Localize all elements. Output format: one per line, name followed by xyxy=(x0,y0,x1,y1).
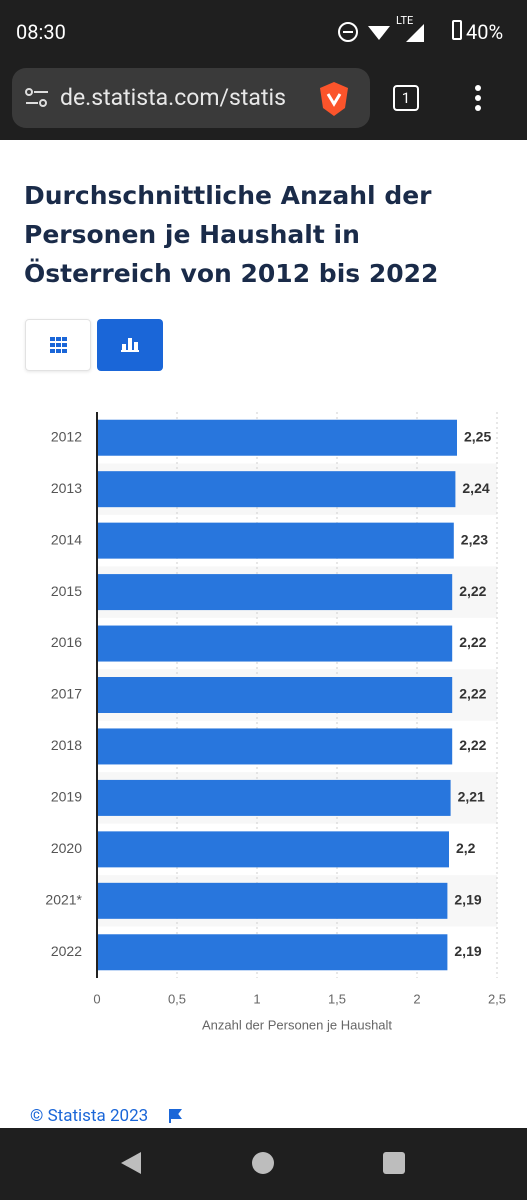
tab-count[interactable]: 1 xyxy=(393,85,419,111)
value-label: 2,22 xyxy=(459,634,486,650)
bar xyxy=(97,831,449,868)
x-tick-label: 2,5 xyxy=(488,991,506,1006)
chart: 0 0,5 1 1,5 2 2,5 Anzahl der Personen je Haush… xyxy=(45,412,506,1032)
x-tick-label: 0 xyxy=(93,991,100,1006)
bar xyxy=(97,728,453,765)
flag-icon[interactable] xyxy=(168,1108,182,1124)
y-tick-label: 2014 xyxy=(51,531,82,547)
bar xyxy=(97,677,453,713)
bar xyxy=(97,934,448,971)
x-tick-label: 2 xyxy=(413,991,420,1006)
bar xyxy=(97,574,453,611)
value-label: 2,19 xyxy=(454,892,481,908)
status-icons xyxy=(338,22,424,42)
copyright[interactable]: © Statista 2023 xyxy=(30,1106,149,1126)
bar xyxy=(97,419,457,456)
value-label: 2,25 xyxy=(464,428,491,444)
y-tick-label: 2016 xyxy=(51,634,82,650)
table-view-button[interactable] xyxy=(25,319,91,371)
site-settings-icon[interactable] xyxy=(24,86,50,110)
bar xyxy=(97,471,456,508)
chart-title: Durchschnittliche Anzahl der Personen je… xyxy=(24,181,439,288)
x-tick-label: 1 xyxy=(253,991,260,1006)
brave-shield[interactable] xyxy=(316,80,352,118)
network-type: LTE xyxy=(396,14,414,27)
bar xyxy=(97,779,451,816)
y-tick-label: 2012 xyxy=(51,428,82,444)
chart-view-button[interactable] xyxy=(97,319,163,371)
value-label: 2,22 xyxy=(459,686,486,702)
address-bar[interactable]: de.statista.com/statis xyxy=(12,68,370,128)
menu-button[interactable] xyxy=(470,84,486,114)
value-label: 2,22 xyxy=(459,737,486,753)
y-tick-label: 2015 xyxy=(51,583,82,599)
y-tick-label: 2019 xyxy=(51,789,82,805)
bar xyxy=(97,882,448,919)
bar xyxy=(97,522,454,559)
y-tick-label: 2021* xyxy=(45,892,82,908)
value-label: 2,24 xyxy=(462,480,489,496)
y-tick-label: 2020 xyxy=(51,840,82,856)
value-label: 2,22 xyxy=(459,583,486,599)
y-tick-label: 2017 xyxy=(51,686,82,702)
back-button[interactable] xyxy=(121,1152,141,1174)
status-bar: 08:30 LTE 40% xyxy=(0,0,527,60)
home-button[interactable] xyxy=(252,1152,274,1174)
nav-buttons xyxy=(121,1152,405,1174)
x-tick-label: 1,5 xyxy=(328,991,346,1006)
x-tick-label: 0,5 xyxy=(168,991,186,1006)
battery-level: 40% xyxy=(466,20,504,44)
url[interactable]: de.statista.com/statis xyxy=(60,84,286,111)
table-icon xyxy=(50,337,67,353)
value-label: 2,19 xyxy=(454,943,481,959)
y-tick-label: 2013 xyxy=(51,480,82,496)
y-tick-label: 2022 xyxy=(51,943,82,959)
clock: 08:30 xyxy=(16,20,66,44)
value-label: 2,2 xyxy=(456,840,476,856)
browser-toolbar: de.statista.com/statis 1 xyxy=(0,60,527,140)
value-label: 2,23 xyxy=(461,531,488,547)
chart-icon xyxy=(121,338,139,352)
x-axis-label: Anzahl der Personen je Haushalt xyxy=(202,1017,392,1032)
y-tick-label: 2018 xyxy=(51,737,82,753)
navigation-bar xyxy=(0,1128,527,1200)
bar xyxy=(97,625,453,662)
battery-icon xyxy=(452,20,462,40)
recents-button[interactable] xyxy=(383,1152,405,1174)
value-label: 2,21 xyxy=(458,789,485,805)
